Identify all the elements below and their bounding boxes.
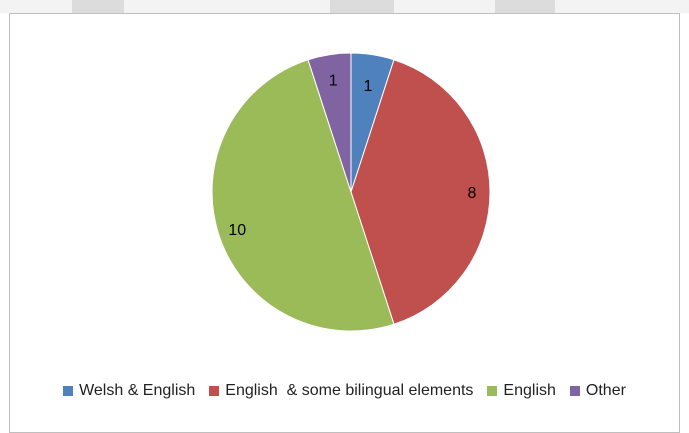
slice-data-label: 1 xyxy=(329,72,338,89)
slice-data-label: 10 xyxy=(228,222,246,239)
pie-slice xyxy=(211,59,395,332)
top-strip-tab xyxy=(72,0,124,13)
top-strip-tab xyxy=(330,0,394,13)
top-strip-tab xyxy=(495,0,555,13)
legend-item: Other xyxy=(569,382,626,400)
window-top-strip xyxy=(0,0,689,13)
legend-item: Welsh & English xyxy=(63,382,195,400)
legend-item: English & some bilingual elements xyxy=(209,382,473,400)
legend-swatch xyxy=(487,386,498,396)
chart-legend: Welsh & English English & some bilingual … xyxy=(0,380,689,402)
legend-swatch xyxy=(569,386,580,396)
pie-slice xyxy=(307,52,352,193)
legend-swatch xyxy=(63,386,74,396)
legend-label: Other xyxy=(585,382,626,399)
slice-data-label: 8 xyxy=(467,185,476,202)
pie-chart: 1 8 10 1 xyxy=(211,52,491,332)
slice-data-label: 1 xyxy=(364,78,373,95)
legend-swatch xyxy=(209,386,220,396)
legend-label: English xyxy=(503,382,556,399)
pie-slice xyxy=(350,59,491,325)
legend-label: Welsh & English xyxy=(79,382,196,399)
legend-item: English xyxy=(487,382,556,400)
legend-label: English & some bilingual elements xyxy=(225,382,474,399)
